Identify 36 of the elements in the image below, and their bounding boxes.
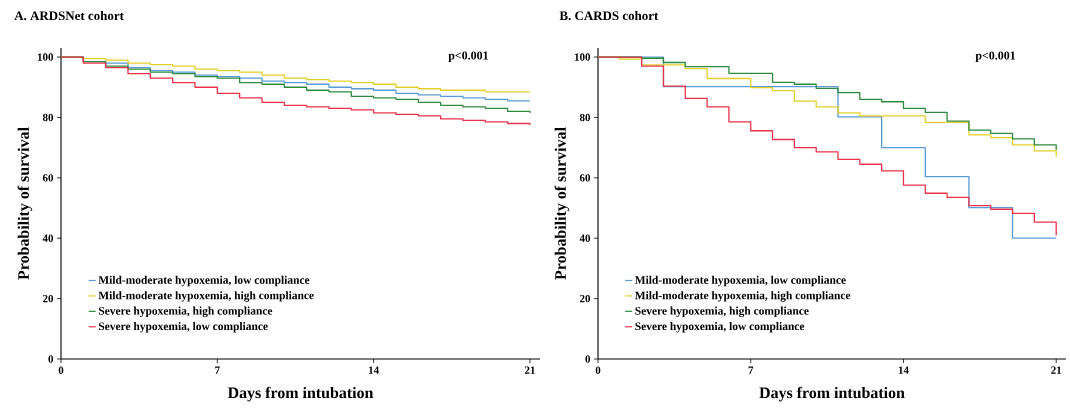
x-tick-label: 14 bbox=[898, 366, 909, 374]
x-tick-label: 7 bbox=[215, 366, 220, 374]
x-tick-label: 14 bbox=[369, 366, 379, 374]
y-tick-label: 20 bbox=[579, 294, 591, 303]
legend-label: Severe hypoxemia, high compliance bbox=[635, 306, 809, 318]
y-tick-label: 40 bbox=[42, 234, 54, 242]
x-tick-label: 21 bbox=[524, 366, 535, 374]
chart-title: A. ARDSNet cohort bbox=[14, 11, 124, 21]
y-tick-label: 20 bbox=[42, 294, 54, 303]
y-tick-label: 100 bbox=[37, 53, 54, 61]
x-tick-label: 7 bbox=[748, 366, 754, 374]
annotation: p<0.001 bbox=[975, 51, 1016, 63]
y-tick-label: 40 bbox=[579, 234, 591, 242]
annotation: p<0.001 bbox=[448, 51, 488, 63]
legend-label: Severe hypoxemia, low compliance bbox=[98, 322, 268, 333]
y-tick-label: 60 bbox=[42, 174, 54, 182]
x-axis-title: Days from intubation bbox=[759, 386, 905, 402]
legend-label: Mild-moderate hypoxemia, low compliance bbox=[98, 275, 310, 287]
y-tick-label: 80 bbox=[579, 113, 591, 122]
x-tick-label: 21 bbox=[1051, 366, 1062, 374]
x-tick-label: 0 bbox=[595, 366, 601, 374]
legend-label: Mild-moderate hypoxemia, high compliance bbox=[634, 291, 851, 302]
y-tick-label: 0 bbox=[585, 355, 591, 363]
x-axis-title: Days from intubation bbox=[227, 386, 374, 402]
legend-label: Severe hypoxemia, low compliance bbox=[635, 322, 805, 333]
y-tick-label: 100 bbox=[574, 53, 591, 61]
x-tick-label: 0 bbox=[58, 366, 64, 374]
y-tick-label: 80 bbox=[42, 113, 54, 122]
y-axis-title: Probability of survival bbox=[17, 127, 33, 280]
legend-label: Severe hypoxemia, high compliance bbox=[98, 306, 273, 318]
legend-label: Mild-moderate hypoxemia, low compliance bbox=[634, 275, 846, 287]
chart-title: B. CARDS cohort bbox=[559, 11, 659, 21]
y-axis-title: Probability of survival bbox=[554, 127, 570, 280]
y-tick-label: 0 bbox=[48, 355, 54, 363]
legend-label: Mild-moderate hypoxemia, high compliance bbox=[98, 291, 314, 302]
y-tick-label: 60 bbox=[579, 174, 591, 182]
